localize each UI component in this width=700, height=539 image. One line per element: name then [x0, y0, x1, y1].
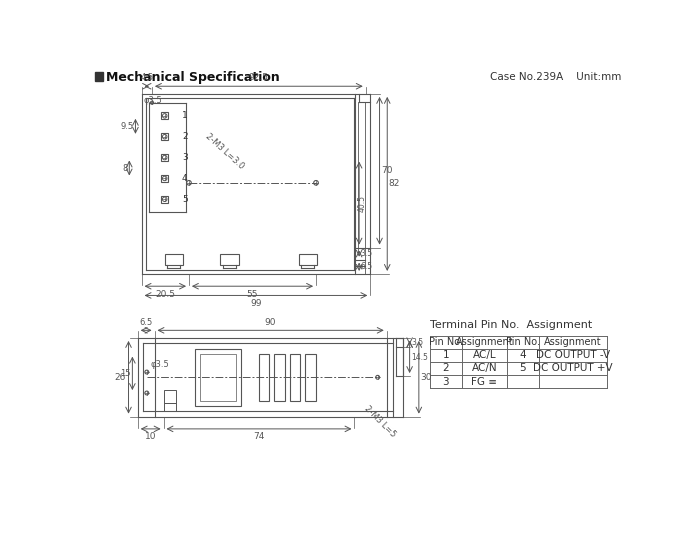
Bar [94, 72, 103, 81]
Text: 40.5: 40.5 [358, 195, 367, 212]
Text: 14.5: 14.5 [411, 353, 428, 362]
Bar [161, 196, 168, 203]
Text: FG ≡: FG ≡ [471, 377, 497, 386]
Text: 8: 8 [122, 163, 128, 172]
Text: Assignment: Assignment [544, 337, 601, 347]
Text: 6.5: 6.5 [139, 318, 153, 327]
Bar [161, 113, 168, 119]
Text: AC/N: AC/N [471, 363, 497, 374]
Text: 4.5: 4.5 [140, 73, 153, 82]
Text: 10: 10 [145, 432, 156, 441]
Text: 5: 5 [519, 363, 526, 374]
Text: 55: 55 [246, 290, 258, 299]
Bar [199, 354, 236, 401]
Text: 2: 2 [442, 363, 449, 374]
Bar [161, 133, 168, 140]
Text: 4: 4 [182, 174, 188, 183]
Text: 3: 3 [442, 377, 449, 386]
Bar [164, 254, 183, 265]
Text: φ3.5: φ3.5 [144, 96, 162, 105]
Text: 20.5: 20.5 [155, 290, 175, 299]
Text: 1: 1 [442, 350, 449, 361]
Text: 30: 30 [421, 373, 432, 382]
Text: 4: 4 [519, 350, 526, 361]
Text: 3: 3 [182, 153, 188, 162]
Text: 1: 1 [182, 112, 188, 120]
Bar [299, 254, 317, 265]
Text: 26: 26 [115, 373, 126, 382]
Bar [220, 254, 239, 265]
Text: Pin No.: Pin No. [506, 337, 540, 347]
Text: DC OUTPUT +V: DC OUTPUT +V [533, 363, 612, 374]
Text: Assignment: Assignment [456, 337, 513, 347]
Bar [161, 175, 168, 182]
Text: Terminal Pin No.  Assignment: Terminal Pin No. Assignment [430, 320, 592, 330]
Text: 99: 99 [250, 299, 262, 308]
Text: Case No.239A    Unit:mm: Case No.239A Unit:mm [490, 72, 621, 82]
Text: 3.5: 3.5 [360, 249, 373, 258]
Text: Mechanical Specification: Mechanical Specification [106, 71, 280, 84]
Text: AC/L: AC/L [473, 350, 496, 361]
Bar [305, 354, 316, 401]
Text: 3.5: 3.5 [411, 338, 424, 347]
Text: 2: 2 [182, 132, 188, 141]
Bar [274, 354, 285, 401]
Text: DC OUTPUT -V: DC OUTPUT -V [536, 350, 610, 361]
Text: 92.5: 92.5 [248, 73, 269, 82]
Bar [195, 349, 241, 406]
Text: 15: 15 [120, 369, 131, 378]
Bar [290, 354, 300, 401]
Text: Pin No.: Pin No. [429, 337, 463, 347]
Text: 6.5: 6.5 [360, 262, 373, 271]
Text: 2-M3 L=3.0: 2-M3 L=3.0 [204, 132, 246, 170]
Text: 82: 82 [389, 179, 400, 189]
Bar [161, 154, 168, 161]
Text: 5: 5 [182, 195, 188, 204]
Bar [164, 390, 176, 404]
Bar [164, 404, 176, 411]
Text: φ3.5: φ3.5 [150, 360, 169, 369]
Bar [259, 354, 270, 401]
Text: 90: 90 [265, 318, 277, 327]
Text: 9.5: 9.5 [121, 122, 134, 131]
Text: 70: 70 [381, 166, 393, 175]
Text: 2-M3 L=5: 2-M3 L=5 [362, 404, 397, 439]
Text: 74: 74 [253, 432, 265, 441]
